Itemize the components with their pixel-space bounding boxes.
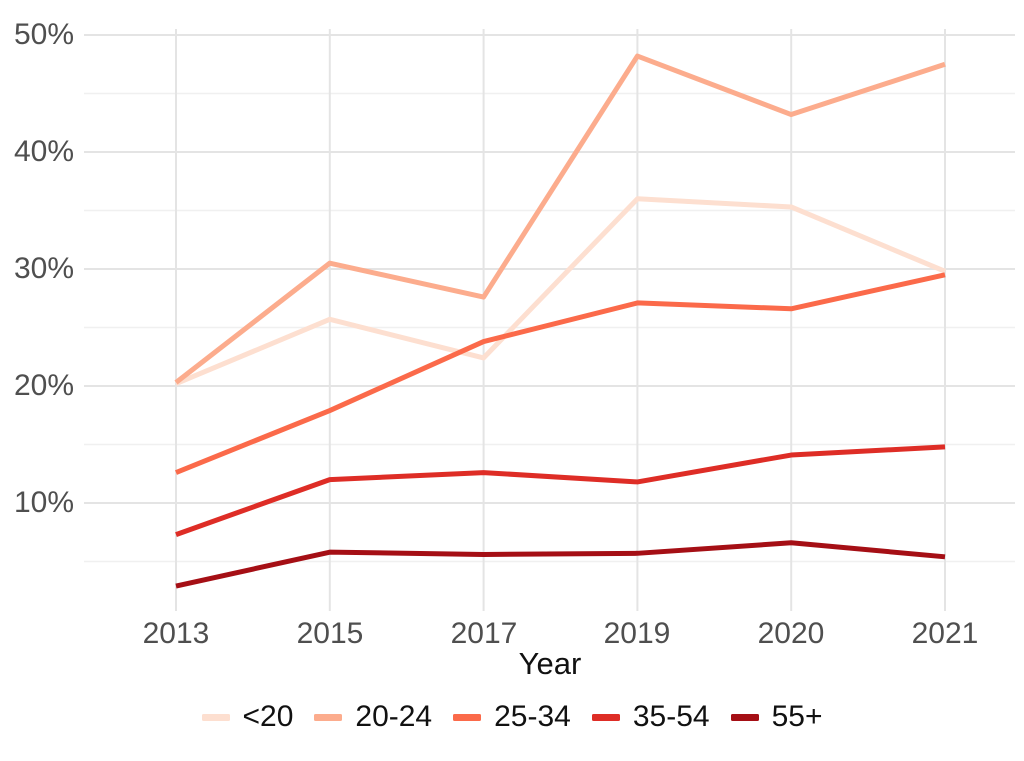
legend-label: 20-24 — [355, 700, 433, 733]
legend-swatch-lt20 — [201, 713, 230, 721]
x-tick-label-2013: 2013 — [142, 617, 210, 650]
x-tick-label-2015: 2015 — [296, 617, 364, 650]
legend-label: 55+ — [771, 700, 823, 733]
legend-swatch-35-54 — [591, 713, 620, 721]
legend-item: 35-54 — [591, 699, 710, 735]
legend-label: 25-34 — [494, 700, 571, 733]
legend-label: 35-54 — [632, 700, 710, 733]
series-line-20-24 — [174, 53, 946, 385]
y-tick-label-10: 10% — [13, 486, 74, 519]
series-line-<20 — [175, 196, 946, 386]
legend-swatch-25-34 — [453, 713, 482, 721]
legend-item: 20-24 — [314, 699, 432, 735]
y-tick-label-40: 40% — [13, 135, 74, 168]
y-tick-label-30: 30% — [13, 252, 74, 285]
legend-label: <20 — [242, 700, 294, 733]
y-tick-label-50: 50% — [13, 18, 74, 51]
series-line-55+ — [175, 540, 946, 589]
series-line-25-34 — [175, 272, 946, 475]
legend-item: 25-34 — [453, 699, 571, 735]
legend-swatch-20-24 — [314, 713, 343, 721]
y-tick-label-20: 20% — [13, 369, 74, 402]
gridlines-vertical — [175, 29, 946, 611]
legend: <20 20-24 25-34 35-54 55+ — [0, 699, 1024, 735]
legend-item: 55+ — [730, 699, 823, 735]
legend-item: <20 — [201, 699, 294, 735]
x-tick-label-2017: 2017 — [450, 617, 518, 650]
legend-swatch-55plus — [730, 713, 759, 721]
gridlines-major — [84, 34, 1015, 504]
x-tick-label-2019: 2019 — [603, 617, 671, 650]
series-lines — [174, 53, 946, 589]
x-axis-title: Year — [518, 646, 582, 681]
x-tick-label-2021: 2021 — [911, 617, 979, 650]
x-tick-label-2020: 2020 — [757, 617, 825, 650]
series-line-35-54 — [175, 444, 946, 537]
